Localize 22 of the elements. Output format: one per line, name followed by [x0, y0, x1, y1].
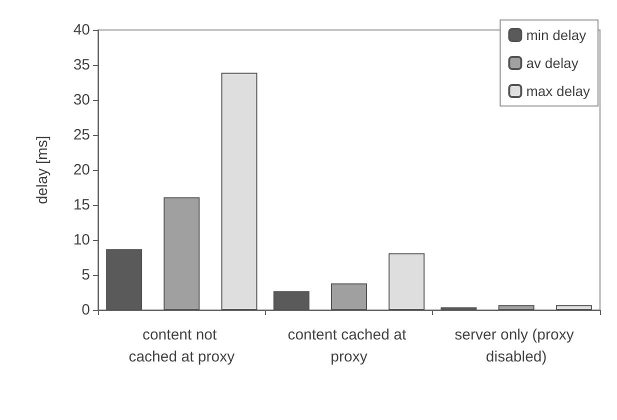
- y-axis-title: delay [ms]: [34, 136, 51, 204]
- y-tick-label: 15: [73, 196, 90, 214]
- y-tick-label: 25: [73, 126, 90, 144]
- x-tick-label: server only (proxy disabled): [454, 326, 578, 366]
- bar: [498, 305, 534, 310]
- x-tick-label: content not cached at proxy: [128, 326, 236, 366]
- legend-label: max delay: [526, 83, 590, 99]
- legend-label: av delay: [526, 55, 578, 71]
- legend-label: min delay: [526, 27, 586, 43]
- bar: [388, 253, 425, 310]
- y-tick-label: 10: [73, 232, 90, 248]
- y-tick-label: 35: [73, 56, 90, 74]
- bar: [221, 72, 258, 310]
- y-tick-label: 40: [73, 22, 90, 38]
- y-tick-label: 0: [82, 302, 90, 318]
- y-tick-label: 30: [73, 92, 90, 108]
- y-tick-label: 5: [82, 266, 90, 284]
- bar: [556, 305, 592, 310]
- y-tick-label: 20: [73, 162, 90, 178]
- bar: [164, 197, 200, 310]
- x-tick-label: content cached at proxy: [288, 326, 410, 366]
- bar: [331, 283, 367, 310]
